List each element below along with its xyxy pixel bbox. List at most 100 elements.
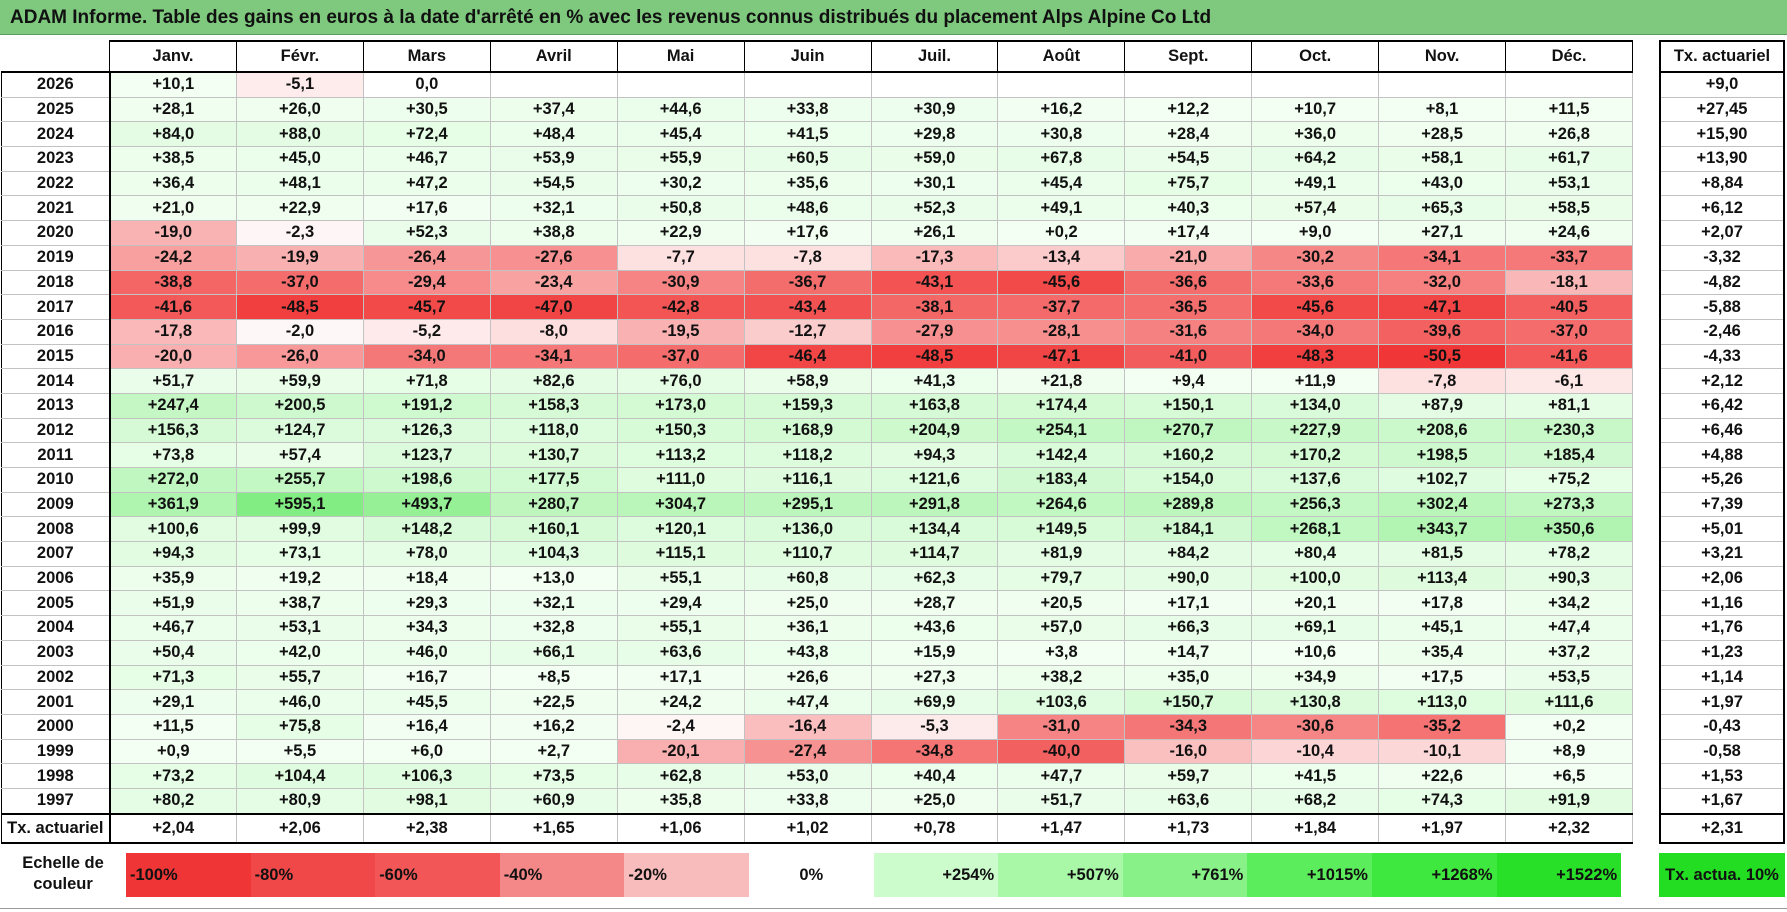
gain-cell: +19,2 xyxy=(235,565,364,592)
gain-cell: +53,1 xyxy=(235,615,364,641)
gain-cell: +55,1 xyxy=(616,615,745,641)
rate-row: +15,90 xyxy=(1659,121,1785,148)
gain-cell: -20,1 xyxy=(616,738,745,765)
gain-cell: +110,7 xyxy=(743,541,872,567)
gain-cell: +0,9 xyxy=(109,738,237,765)
gain-cell: +48,4 xyxy=(489,121,618,148)
header-corner xyxy=(1,41,111,73)
gain-cell: +9,4 xyxy=(1124,368,1253,394)
gain-cell: -34,1 xyxy=(1378,244,1507,271)
gain-cell: +73,2 xyxy=(109,763,237,789)
rate-row: -0,43 xyxy=(1659,713,1785,740)
footer-rate-row: +2,31 xyxy=(1659,812,1785,844)
gain-cell: +80,9 xyxy=(235,787,364,815)
gain-cell: +41,5 xyxy=(1251,763,1380,789)
gain-cell: +25,0 xyxy=(743,590,872,617)
gain-cell: +154,0 xyxy=(1124,467,1253,493)
gain-cell xyxy=(1378,71,1507,98)
gain-cell: +60,8 xyxy=(743,565,872,592)
gain-cell: +34,2 xyxy=(1505,590,1633,617)
gain-cell: +59,9 xyxy=(235,368,364,394)
gain-cell: -18,1 xyxy=(1505,269,1633,296)
gain-cell: -19,9 xyxy=(235,244,364,271)
rate-cell: +1,97 xyxy=(1659,689,1785,715)
gain-cell: +255,7 xyxy=(235,467,364,493)
gain-cell: -47,1 xyxy=(997,343,1126,370)
gain-cell: +38,5 xyxy=(109,146,237,172)
gain-cell: +247,4 xyxy=(109,392,237,419)
gain-cell: +59,7 xyxy=(1124,763,1253,789)
rate-cell: -0,43 xyxy=(1659,713,1785,740)
rate-row: +2,06 xyxy=(1659,565,1785,592)
gain-cell: -36,7 xyxy=(743,269,872,296)
gain-cell: -17,8 xyxy=(109,318,237,345)
gain-cell: +30,5 xyxy=(362,96,491,123)
table-row: 2001 +29,1 +46,0 +45,5 +22,5 +24,2 +47,4 +69,9 +… xyxy=(0,689,1633,715)
rate-cell: +2,06 xyxy=(1659,565,1785,592)
gain-cell: +35,8 xyxy=(616,787,745,815)
year-cell: 2025 xyxy=(0,96,111,123)
gain-cell: -31,0 xyxy=(997,713,1126,740)
rate-cell: +4,88 xyxy=(1659,442,1785,468)
gain-cell: +11,5 xyxy=(1505,96,1633,123)
gain-cell: +118,0 xyxy=(489,417,618,444)
gain-cell: +493,7 xyxy=(362,491,491,518)
gain-cell: +0,2 xyxy=(1505,713,1633,740)
month-header: Sept. xyxy=(1124,40,1253,73)
gain-cell: +160,2 xyxy=(1124,442,1253,468)
gain-cell: -17,3 xyxy=(870,244,999,271)
gain-cell xyxy=(1251,71,1380,98)
gain-cell: +102,7 xyxy=(1378,467,1507,493)
color-scale-step: -60% xyxy=(375,853,500,897)
gain-cell: +104,4 xyxy=(235,763,364,789)
gain-cell: +51,7 xyxy=(997,787,1126,815)
gain-cell: -5,1 xyxy=(235,71,364,98)
gain-cell: +163,8 xyxy=(870,392,999,419)
gain-cell: +227,9 xyxy=(1251,417,1380,444)
gain-cell: +42,0 xyxy=(235,639,364,666)
gain-cell: +47,4 xyxy=(1505,615,1633,641)
gain-cell: +71,8 xyxy=(362,368,491,394)
gain-cell: -47,0 xyxy=(489,294,618,320)
year-cell: 2016 xyxy=(0,318,111,345)
color-scale-step: +254% xyxy=(873,853,999,897)
gain-cell: -27,4 xyxy=(743,738,872,765)
gain-cell: -35,2 xyxy=(1378,713,1507,740)
gain-cell: +21,0 xyxy=(109,195,237,222)
table-row: 2007 +94,3 +73,1 +78,0 +104,3 +115,1 +110,7 +11… xyxy=(0,541,1633,567)
gain-cell: +280,7 xyxy=(489,491,618,518)
gain-cell: +75,2 xyxy=(1505,467,1633,493)
rate-row: +1,14 xyxy=(1659,664,1785,691)
gain-cell: +149,5 xyxy=(997,516,1126,543)
rate-cell: +27,45 xyxy=(1659,96,1785,123)
rate-cell: +8,84 xyxy=(1659,170,1785,197)
gain-cell: -45,6 xyxy=(997,269,1126,296)
gain-cell: +137,6 xyxy=(1251,467,1380,493)
gain-cell: +30,1 xyxy=(870,170,999,197)
gain-cell: +595,1 xyxy=(235,491,364,518)
gain-cell: +69,1 xyxy=(1251,615,1380,641)
gain-cell: -38,8 xyxy=(109,269,237,296)
month-header: Août xyxy=(997,40,1126,73)
gain-cell: +26,8 xyxy=(1505,121,1633,148)
gain-cell: -34,1 xyxy=(489,343,618,370)
rate-cell: +6,12 xyxy=(1659,195,1785,222)
gain-cell: +16,2 xyxy=(997,96,1126,123)
gain-cell: -36,5 xyxy=(1124,294,1253,320)
year-cell: 2011 xyxy=(0,442,111,468)
color-scale-label: Echelle de couleur xyxy=(22,854,104,893)
color-scale-step: 0% xyxy=(748,853,874,897)
gain-cell: +32,1 xyxy=(489,195,618,222)
year-cell: 2008 xyxy=(0,516,111,543)
gain-cell: +22,6 xyxy=(1378,763,1507,789)
gain-cell: +55,7 xyxy=(235,664,364,691)
year-cell: 2026 xyxy=(0,71,111,98)
color-scale-step: -100% xyxy=(126,853,251,897)
overall-rate-cell: +2,31 xyxy=(1659,812,1785,844)
gain-cell: +35,4 xyxy=(1378,639,1507,666)
gain-cell: -20,0 xyxy=(109,343,237,370)
gain-cell: +58,1 xyxy=(1378,146,1507,172)
gain-cell: +17,1 xyxy=(1124,590,1253,617)
gain-cell: +27,3 xyxy=(870,664,999,691)
month-header: Févr. xyxy=(235,40,364,73)
